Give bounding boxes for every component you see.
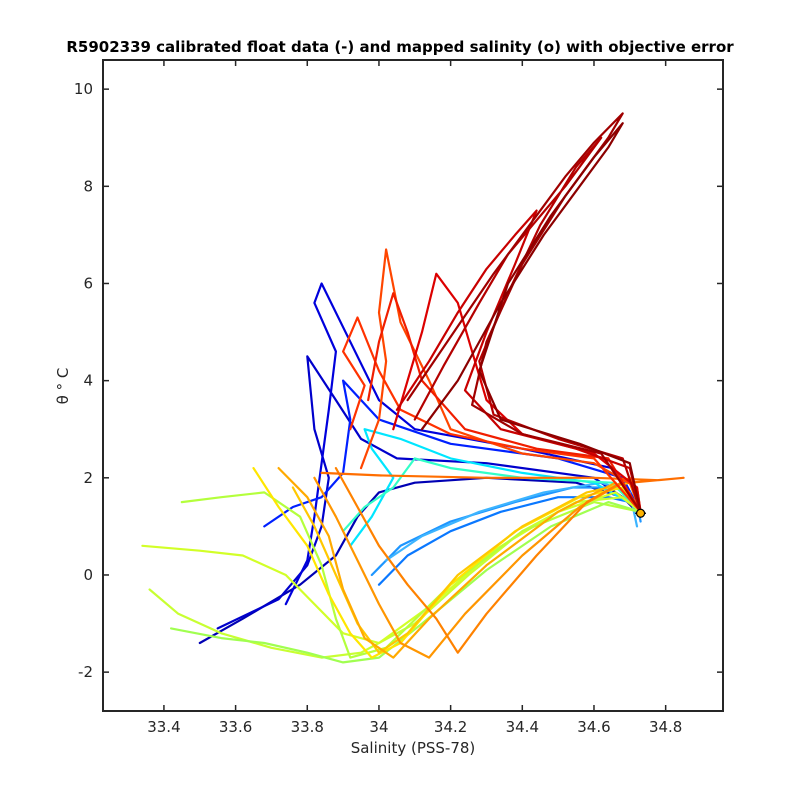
x-axis-title: Salinity (PSS-78) [351,739,476,757]
x-tick-label-1: 33.6 [219,718,252,736]
tick-layer: 33.4 33.6 33.8 34 34.2 34.4 34.6 34.8 -2 0 2 4 6 8 10 [74,60,723,736]
y-tick-label-0: -2 [78,663,93,681]
y-tick-label-5: 8 [83,177,93,195]
x-tick-label-7: 34.8 [649,718,682,736]
profile-line-21 [342,316,642,513]
x-tick-label-6: 34.6 [577,718,610,736]
x-tick-label-5: 34.4 [506,718,539,736]
profile-line-2 [216,355,639,630]
profile-line-24 [395,209,642,513]
y-tick-label-2: 2 [83,469,93,487]
profile-line-10 [148,496,642,659]
profile-line-18 [334,467,642,654]
y-tick-label-1: 0 [83,566,93,584]
profile-line-12 [180,491,642,659]
profile-line-4 [263,379,642,528]
profile-line-9 [342,457,642,533]
profile-line-16 [277,467,642,659]
y-axis-title: θ ° C [54,368,72,405]
x-tick-label-3: 34 [369,718,388,736]
mapped-salinity-marker [635,508,646,518]
y-tick-label-3: 4 [83,372,93,390]
profile-line-26 [406,112,642,513]
chart-title: R5902339 calibrated float data (-) and m… [66,38,734,56]
mapped-salinity-layer [635,508,646,518]
x-tick-label-0: 33.4 [147,718,180,736]
y-tick-label-6: 10 [74,80,93,98]
series-layer [141,112,685,664]
profile-line-27 [420,122,642,513]
x-tick-label-4: 34.2 [434,718,467,736]
profile-line-14 [252,467,642,659]
x-tick-label-2: 33.8 [291,718,324,736]
profile-line-11 [141,491,642,645]
plot-frame [102,59,724,712]
y-tick-label-4: 6 [83,274,93,292]
